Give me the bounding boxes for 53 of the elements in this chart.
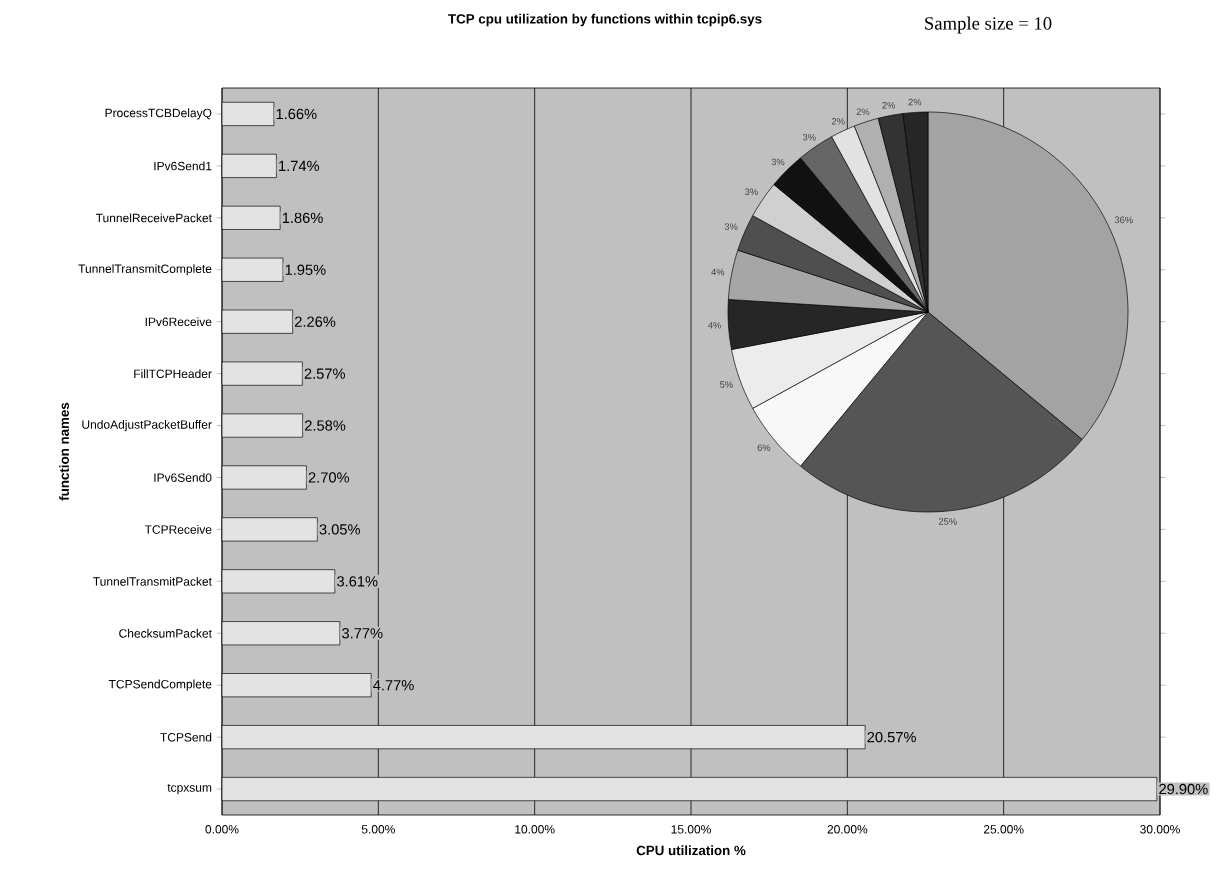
y-tick-label: TunnelTransmitComplete <box>78 264 212 276</box>
data-label: 1.74% <box>279 160 320 172</box>
data-label: 3% <box>745 188 758 196</box>
y-tick-label: TunnelReceivePacket <box>95 213 212 223</box>
y-tick-label: TunnelTransmitPacket <box>93 576 212 586</box>
data-label: 36% <box>1114 216 1133 224</box>
x-tick-label: 5.00% <box>361 825 395 834</box>
data-label: 2.58% <box>305 420 346 431</box>
x-tick-label: 15.00% <box>671 825 711 834</box>
y-tick-label: ChecksumPacket <box>119 628 212 638</box>
data-label: 4% <box>708 322 722 329</box>
y-tick-label: IPv6Receive <box>145 317 212 327</box>
data-label: 1.95% <box>285 264 326 275</box>
data-label: 2.57% <box>304 368 345 379</box>
chart-title: TCP cpu utilization by functions within tcpip6.sys <box>448 13 762 27</box>
data-label: 2% <box>856 108 870 116</box>
data-label: 25% <box>938 518 957 525</box>
data-label: 4.77% <box>373 680 414 691</box>
data-label: 29.90% <box>1159 783 1208 795</box>
data-label: 3.77% <box>342 628 383 639</box>
data-label: 4% <box>711 268 725 276</box>
data-label: 2% <box>882 102 896 109</box>
y-tick-label: TCPSendComplete <box>108 679 212 691</box>
data-label: 3% <box>724 223 738 230</box>
data-label: 2.70% <box>308 472 350 483</box>
x-tick-label: 10.00% <box>515 825 555 834</box>
data-label: 2.26% <box>295 316 336 327</box>
y-tick-label: tcpxsum <box>167 783 212 795</box>
y-tick-label: IPv6Send1 <box>154 161 212 171</box>
data-label: 2% <box>831 117 845 125</box>
x-tick-label: 20.00% <box>827 825 868 834</box>
data-label: 1.66% <box>276 108 317 120</box>
y-tick-label: FillTCPHeader <box>134 369 212 379</box>
y-tick-label: IPv6Send0 <box>154 473 212 482</box>
x-tick-label: 0.00% <box>205 825 239 834</box>
y-tick-label: TCPReceive <box>144 524 212 534</box>
data-label: 3% <box>771 158 785 166</box>
data-label: 5% <box>720 381 733 388</box>
y-axis-title: function names <box>59 402 69 501</box>
y-tick-label: UndoAdjustPacketBuffer <box>82 419 212 432</box>
data-label: 1.86% <box>282 212 323 224</box>
data-label: 3% <box>802 133 816 141</box>
data-label: 3.05% <box>319 524 361 535</box>
y-tick-label: ProcessTCBDelayQ <box>105 108 212 120</box>
x-axis-title: CPU utilization % <box>636 845 746 856</box>
text: Sample size = 10 <box>925 16 1052 34</box>
data-label: 6% <box>757 444 771 451</box>
x-tick-label: 30.00% <box>1140 825 1180 834</box>
data-label: 3.61% <box>337 576 378 587</box>
data-label: 2% <box>908 98 922 106</box>
data-label: 20.57% <box>867 731 916 743</box>
y-tick-label: TCPSend <box>160 732 212 742</box>
x-tick-label: 25.00% <box>983 825 1024 834</box>
